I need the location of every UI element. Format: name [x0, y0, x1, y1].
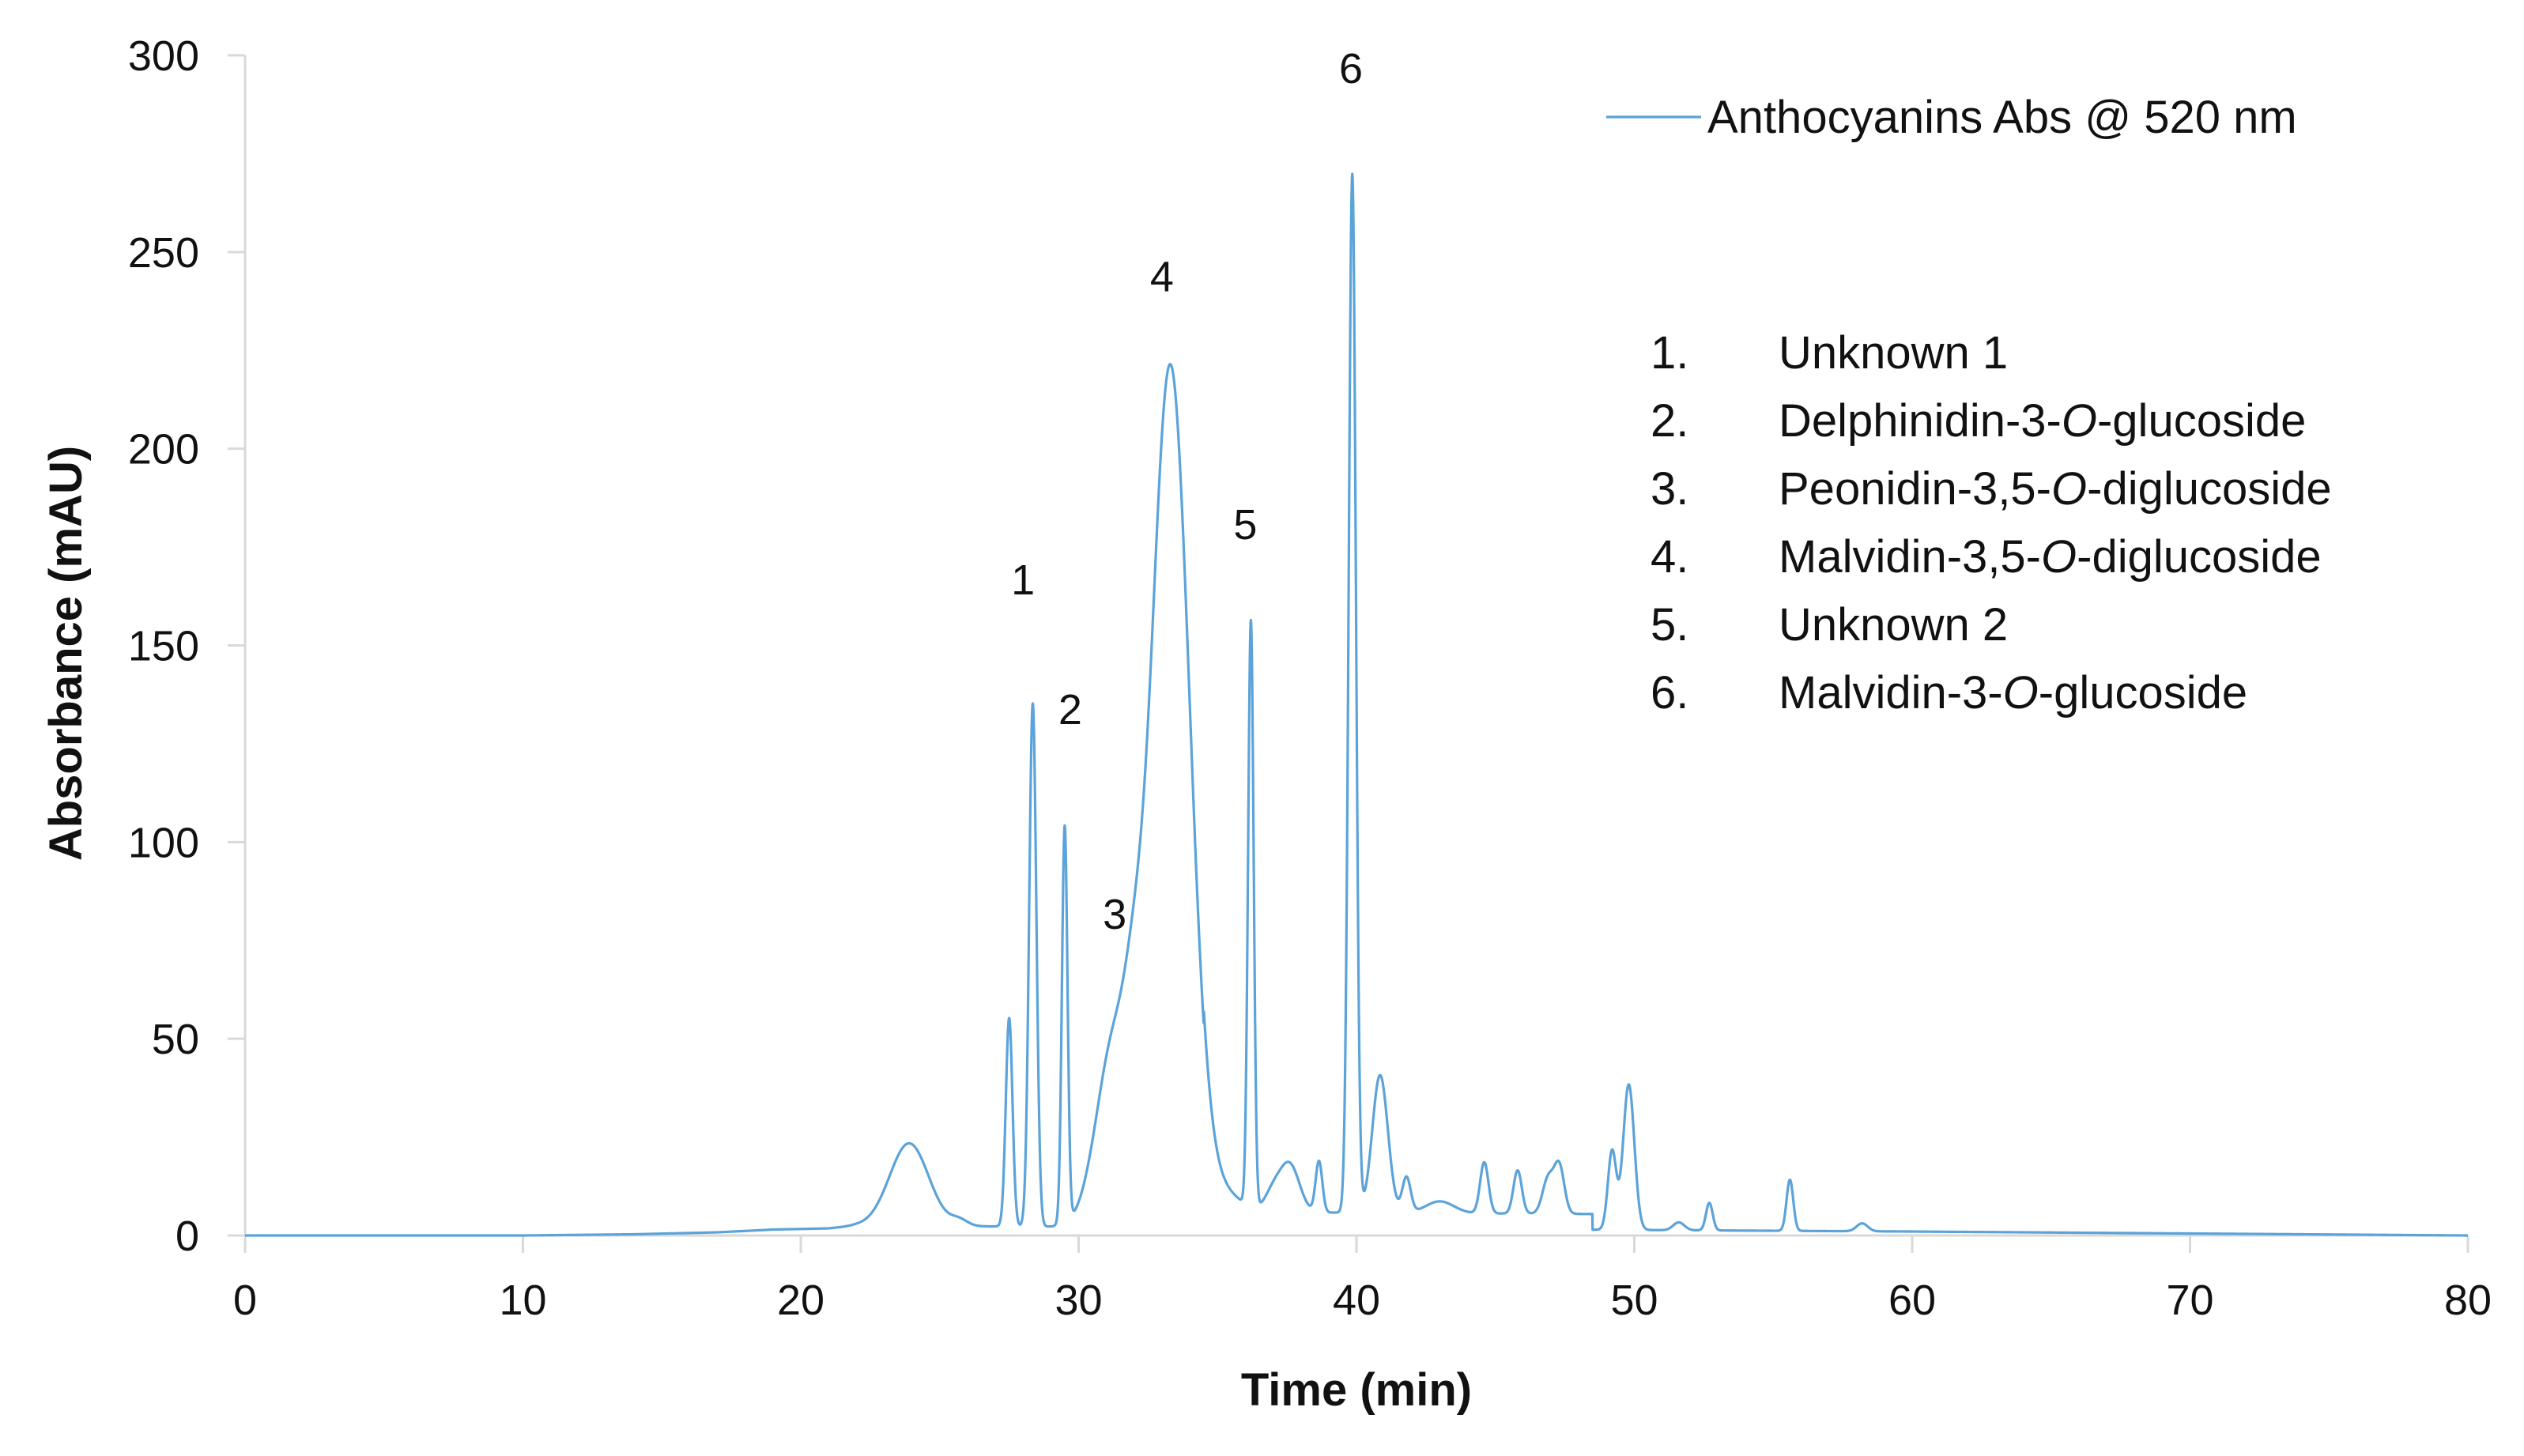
y-tick-label: 150	[128, 623, 199, 670]
peak-label: 2	[1058, 686, 1082, 734]
compound-name-part: O	[2041, 531, 2077, 583]
x-tick-label: 70	[2166, 1277, 2213, 1324]
x-tick-label: 10	[499, 1277, 546, 1324]
compound-number: 6.	[1651, 667, 1688, 719]
compound-number: 2.	[1651, 395, 1688, 447]
x-tick-label: 80	[2444, 1277, 2492, 1324]
legend-entry: Anthocyanins Abs @ 520 nm	[1707, 92, 2297, 143]
y-tick-label: 100	[128, 819, 199, 866]
x-tick-label: 60	[1888, 1277, 1936, 1324]
compound-name: Unknown 1	[1779, 327, 2008, 379]
compound-number: 4.	[1651, 531, 1688, 583]
compound-name: Unknown 2	[1779, 599, 2008, 651]
peak-label: 6	[1339, 45, 1363, 92]
compound-name: Peonidin-3,5-O-diglucoside	[1779, 463, 2332, 515]
compound-number: 1.	[1651, 327, 1688, 379]
compound-name-part: Malvidin-3-	[1779, 667, 2003, 719]
peak-label: 1	[1011, 556, 1035, 604]
x-tick-label: 40	[1333, 1277, 1380, 1324]
y-tick-label: 250	[128, 229, 199, 277]
series-line	[243, 172, 2469, 1237]
compound-number: 3.	[1651, 463, 1688, 515]
x-axis-title: Time (min)	[1241, 1364, 1472, 1416]
compound-name-part: -diglucoside	[2087, 463, 2332, 515]
compound-name-part: Malvidin-3,5-	[1779, 531, 2041, 583]
x-tick-label: 20	[777, 1277, 824, 1324]
compound-list: 1. Unknown 12. Delphinidin-3-O-glucoside3.…	[1651, 327, 2332, 719]
peak-label: 3	[1103, 891, 1126, 938]
tick-labels: 0 50 100 150 200 250 300 0 10 20 30 40 50 60 70 80	[128, 32, 2492, 1324]
compound-name-part: O	[2062, 395, 2097, 447]
compound-name-part: Unknown 1	[1779, 327, 2008, 379]
y-tick-label: 0	[175, 1213, 199, 1260]
compound-number: 5.	[1651, 599, 1688, 651]
compound-name: Delphinidin-3-O-glucoside	[1779, 395, 2306, 447]
compound-name-part: Peonidin-3,5-	[1779, 463, 2051, 515]
y-axis-title: Absorbance (mAU)	[40, 446, 92, 861]
compound-name: Malvidin-3-O-glucoside	[1779, 667, 2247, 719]
peak-label: 5	[1233, 501, 1257, 549]
y-tick-label: 300	[128, 32, 199, 80]
y-tick-label: 200	[128, 426, 199, 473]
x-tick-label: 30	[1054, 1277, 1102, 1324]
compound-name-part: -glucoside	[2039, 667, 2247, 719]
peak-labels: 1 2 3 4 5 6	[1011, 45, 1363, 938]
x-tick-label: 50	[1610, 1277, 1658, 1324]
compound-name-part: O	[2003, 667, 2039, 719]
compound-name-part: -glucoside	[2097, 395, 2306, 447]
peak-label: 4	[1150, 254, 1174, 301]
compound-name-part: O	[2051, 463, 2087, 515]
legend: Anthocyanins Abs @ 520 nm	[1606, 92, 2297, 143]
series-layer	[243, 172, 2469, 1237]
compound-name: Malvidin-3,5-O-diglucoside	[1779, 531, 2322, 583]
compound-name-part: Delphinidin-3-	[1779, 395, 2062, 447]
compound-name-part: Unknown 2	[1779, 599, 2008, 651]
y-tick-label: 50	[152, 1016, 199, 1063]
compound-name-part: -diglucoside	[2077, 531, 2322, 583]
x-tick-label: 0	[233, 1277, 257, 1324]
